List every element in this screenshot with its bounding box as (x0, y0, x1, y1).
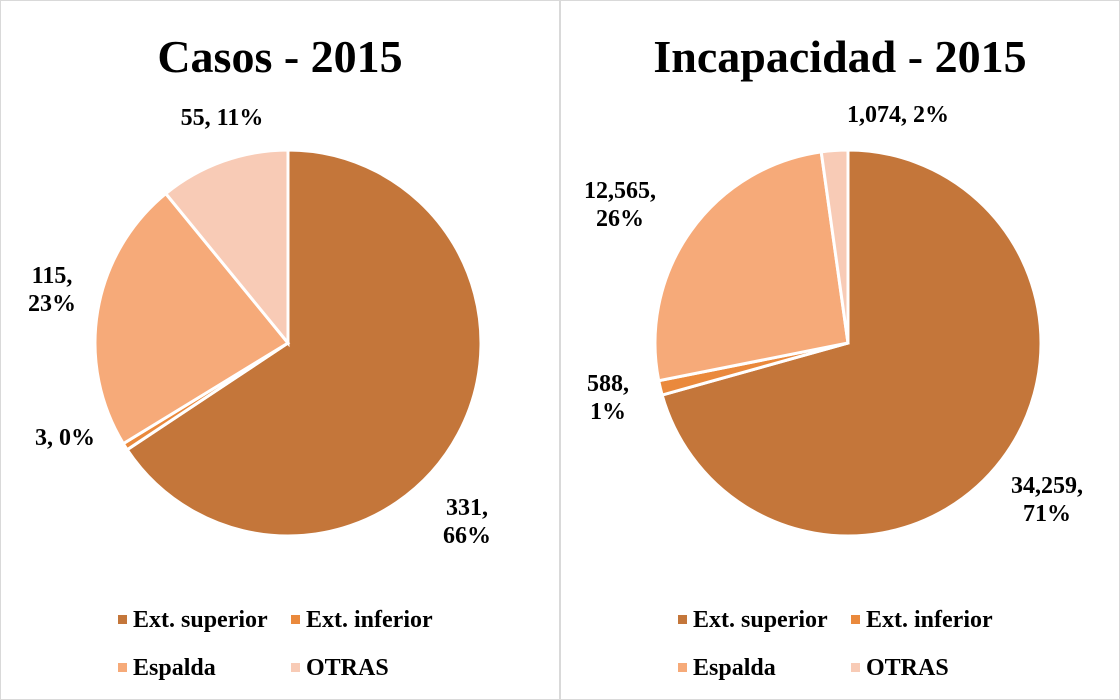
legend-swatch (851, 662, 860, 672)
legend-label: OTRAS (866, 655, 949, 681)
data-label: 34,259, 71% (1011, 473, 1083, 527)
legend-swatch (118, 614, 127, 624)
data-label: 1,074, 2% (847, 102, 949, 128)
legend-label: Ext. inferior (866, 607, 993, 633)
legend-swatch (851, 614, 860, 624)
chart-title: Incapacidad - 2015 (653, 31, 1027, 82)
legend-swatch (291, 662, 300, 672)
pie-slice (125, 148, 483, 538)
legend-item: Ext. inferior (851, 606, 993, 634)
data-label: 55, 11% (180, 105, 264, 131)
legend-label: OTRAS (306, 655, 389, 681)
legend-label: Ext. inferior (306, 607, 433, 633)
pie-slice (93, 191, 291, 446)
legend-swatch (678, 662, 687, 672)
data-label: 12,565, 26% (584, 178, 656, 232)
data-label: 588, 1% (587, 371, 629, 425)
legend-label: Ext. superior (133, 607, 268, 633)
legend-item: Ext. superior (118, 606, 268, 634)
legend-item: Ext. inferior (291, 606, 433, 634)
legend-item: OTRAS (291, 654, 389, 682)
pie-slice (653, 150, 850, 383)
data-label: 115, 23% (28, 263, 76, 317)
pie-slice (819, 148, 850, 344)
data-label: 331, 66% (443, 495, 491, 549)
pie-slice (163, 148, 290, 348)
legend-swatch (118, 662, 127, 672)
legend-swatch (678, 614, 687, 624)
legend-item: OTRAS (851, 654, 949, 682)
legend-item: Espalda (678, 654, 776, 682)
legend-swatch (291, 614, 300, 624)
legend-label: Espalda (133, 655, 216, 681)
legend-item: Ext. superior (678, 606, 828, 634)
legend-label: Espalda (693, 655, 776, 681)
chart-title: Casos - 2015 (157, 31, 403, 82)
pie-slice (660, 148, 1043, 538)
legend-label: Ext. superior (693, 607, 828, 633)
data-label: 3, 0% (35, 425, 95, 451)
legend-item: Espalda (118, 654, 216, 682)
